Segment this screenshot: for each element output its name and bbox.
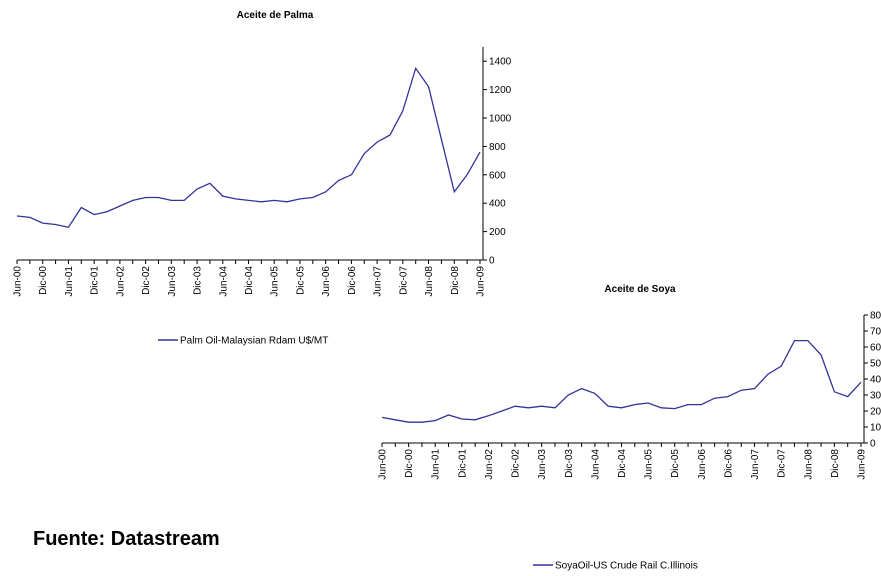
x-tick-label: Dic-08 [450,266,461,295]
x-tick-label: Jun-00 [13,266,24,297]
x-tick-label: Dic-01 [457,449,468,478]
y-tick-label: 600 [870,343,881,354]
x-tick-label: Dic-04 [617,449,628,478]
x-tick-label: Dic-02 [141,266,152,295]
x-tick-label: Dic-07 [777,449,788,478]
chart-title: Aceite de Palma [237,10,314,21]
x-tick-label: Jun-06 [697,449,708,480]
x-tick-label: Dic-01 [90,266,101,295]
x-tick-label: Dic-05 [670,449,681,478]
y-tick-label: 200 [489,227,506,238]
x-tick-label: Jun-02 [484,449,495,480]
y-tick-label: 800 [870,311,881,322]
x-tick-label: Jun-09 [857,449,868,480]
y-tick-label: 400 [489,199,506,210]
source: Fuente: Datastream [33,528,220,550]
y-tick-label: 200 [870,407,881,418]
x-tick-label: Jun-01 [431,449,442,480]
x-tick-label: Jun-07 [373,266,384,297]
x-tick-label: Dic-07 [398,266,409,295]
legend-label: SoyaOil-US Crude Rail C.Illinois [555,561,698,572]
x-tick-label: Dic-08 [830,449,841,478]
data-line [381,339,862,423]
x-tick-label: Jun-04 [590,449,601,480]
y-tick-label: 500 [870,359,881,370]
x-tick-label: Dic-00 [38,266,49,295]
y-tick-label: 400 [870,375,881,386]
y-tick-label: 1400 [489,57,512,68]
x-tick-label: Dic-02 [511,449,522,478]
x-tick-label: Jun-05 [644,449,655,480]
x-tick-label: Dic-00 [404,449,415,478]
x-tick-label: Jun-02 [115,266,126,297]
x-tick-label: Dic-03 [193,266,204,295]
x-tick-label: Jun-09 [476,266,487,297]
x-tick-label: Dic-03 [564,449,575,478]
y-tick-label: 600 [489,170,506,181]
legend-label: Palm Oil-Malaysian Rdam U$/MT [180,336,328,347]
y-tick-label: 1200 [489,85,512,96]
y-tick-label: 100 [870,423,881,434]
x-tick-label: Jun-06 [321,266,332,297]
y-tick-label: 800 [489,142,506,153]
y-tick-label: 0 [489,256,495,267]
x-tick-label: Jun-05 [270,266,281,297]
x-tick-label: Dic-04 [244,266,255,295]
x-tick-label: Jun-03 [167,266,178,297]
x-tick-label: Jun-00 [378,449,389,480]
y-tick-label: 300 [870,391,881,402]
y-tick-label: 0 [870,439,876,450]
x-tick-label: Dic-05 [295,266,306,295]
x-tick-label: Jun-03 [537,449,548,480]
x-tick-label: Jun-08 [803,449,814,480]
y-tick-label: 700 [870,327,881,338]
x-tick-label: Jun-01 [64,266,75,297]
data-line [16,66,481,229]
x-tick-label: Jun-04 [218,266,229,297]
x-tick-label: Dic-06 [347,266,358,295]
chart-title: Aceite de Soya [604,284,676,295]
x-tick-label: Jun-08 [424,266,435,297]
y-tick-label: 1000 [489,114,512,125]
x-tick-label: Dic-06 [723,449,734,478]
x-tick-label: Jun-07 [750,449,761,480]
